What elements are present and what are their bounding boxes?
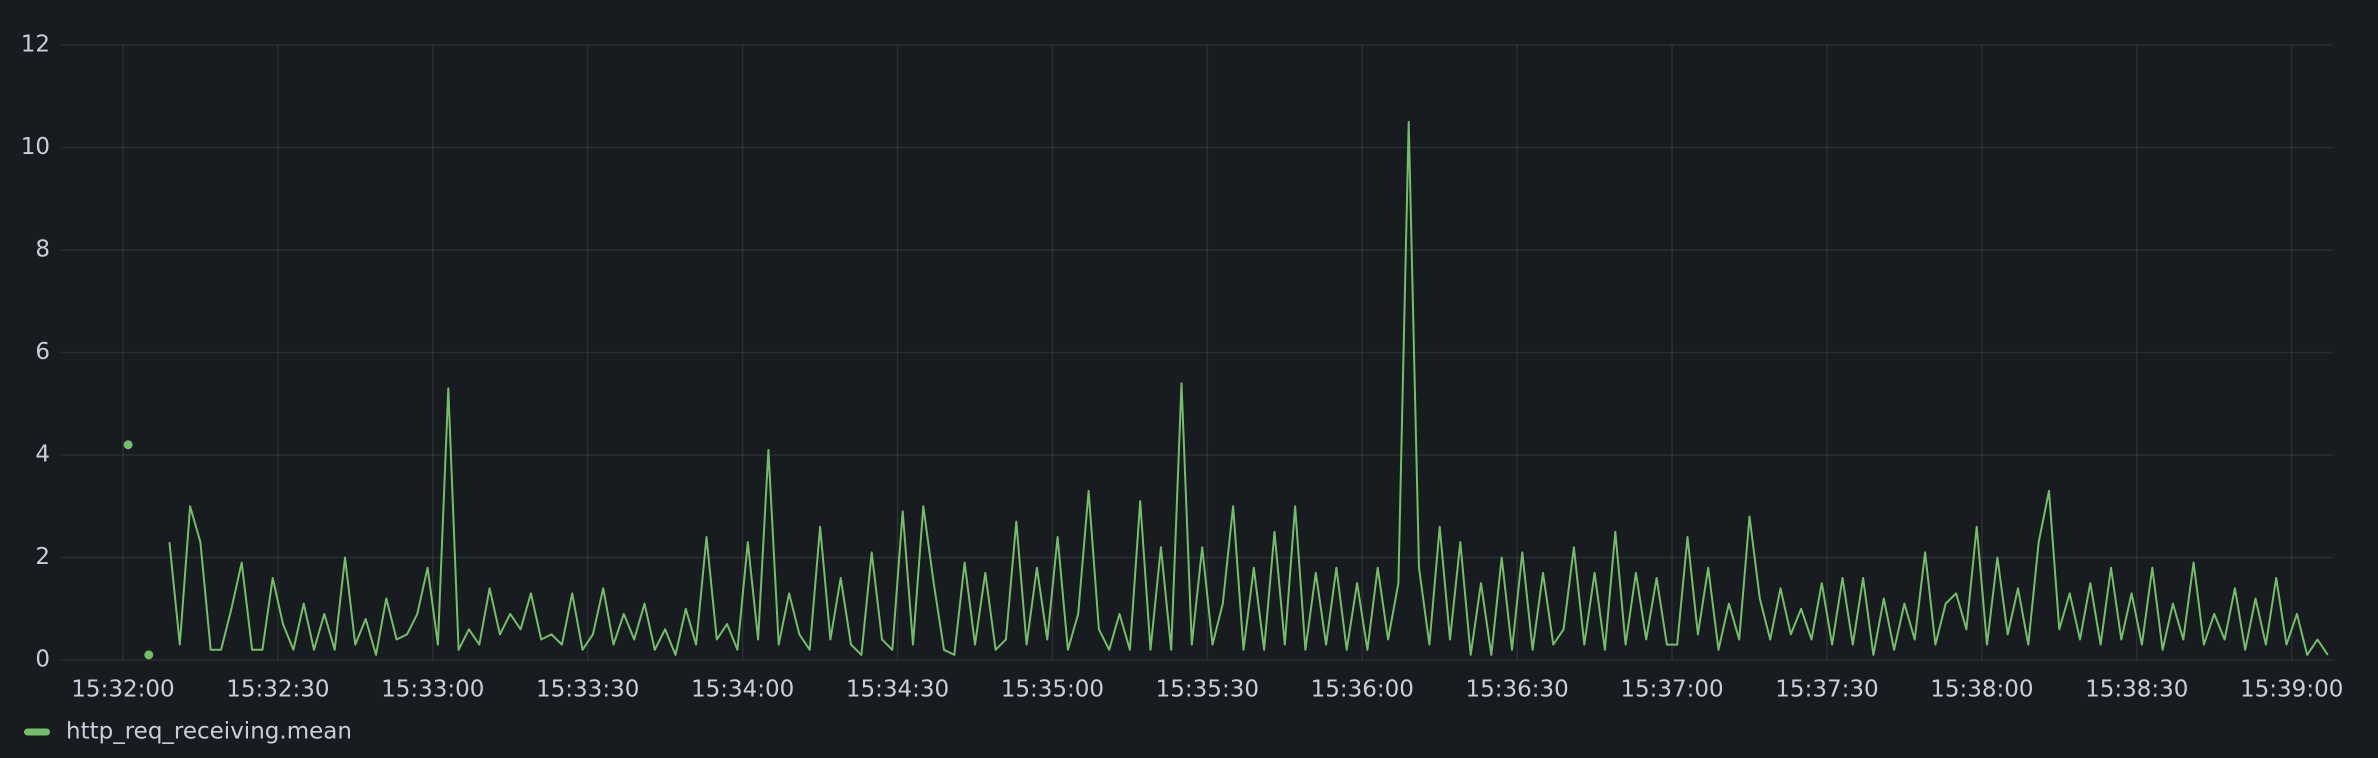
x-tick-label: 15:38:00 bbox=[1930, 677, 2033, 703]
x-tick-label: 15:36:30 bbox=[1465, 677, 1568, 703]
y-tick-label: 10 bbox=[21, 134, 50, 160]
y-tick-label: 0 bbox=[35, 647, 50, 673]
y-tick-label: 2 bbox=[35, 544, 50, 570]
x-tick-label: 15:32:00 bbox=[71, 677, 174, 703]
x-tick-label: 15:34:00 bbox=[691, 677, 794, 703]
data-point bbox=[123, 440, 133, 450]
x-tick-label: 15:35:00 bbox=[1001, 677, 1104, 703]
series-line bbox=[168, 120, 2329, 656]
y-tick-label: 8 bbox=[35, 237, 50, 263]
x-tick-label: 15:39:00 bbox=[2240, 677, 2343, 703]
legend-swatch bbox=[24, 728, 50, 736]
x-tick-label: 15:35:30 bbox=[1156, 677, 1259, 703]
x-tick-label: 15:36:00 bbox=[1311, 677, 1414, 703]
y-tick-label: 4 bbox=[35, 442, 50, 468]
x-tick-label: 15:37:30 bbox=[1775, 677, 1878, 703]
x-tick-label: 15:38:30 bbox=[2085, 677, 2188, 703]
x-tick-label: 15:32:30 bbox=[226, 677, 329, 703]
x-tick-label: 15:33:00 bbox=[381, 677, 484, 703]
x-tick-label: 15:34:30 bbox=[846, 677, 949, 703]
x-tick-label: 15:33:30 bbox=[536, 677, 639, 703]
data-point bbox=[144, 650, 154, 660]
legend-label: http_req_receiving.mean bbox=[66, 719, 352, 745]
y-tick-label: 6 bbox=[35, 339, 50, 365]
y-tick-label: 12 bbox=[21, 32, 50, 58]
x-tick-label: 15:37:00 bbox=[1620, 677, 1723, 703]
